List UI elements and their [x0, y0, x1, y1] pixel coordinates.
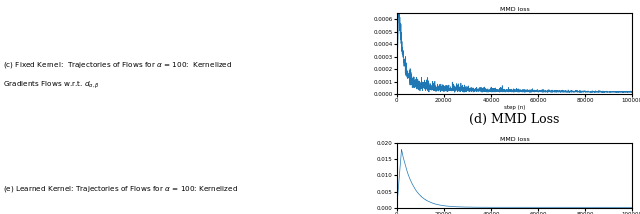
Title: MMD loss: MMD loss: [500, 7, 529, 12]
Title: MMD loss: MMD loss: [500, 137, 529, 142]
Text: (d) MMD Loss: (d) MMD Loss: [469, 113, 560, 126]
X-axis label: step (n): step (n): [504, 105, 525, 110]
Text: (e) Learned Kernel: Trajectories of Flows for $\alpha$ = 100: Kernelized: (e) Learned Kernel: Trajectories of Flow…: [3, 184, 238, 194]
Text: (c) Fixed Kernel:  Trajectories of Flows for $\alpha$ = 100:  Kernelized: (c) Fixed Kernel: Trajectories of Flows …: [3, 60, 232, 70]
Text: Gradients Flows w.r.t. $d_{\alpha,\beta}$: Gradients Flows w.r.t. $d_{\alpha,\beta}…: [3, 79, 100, 91]
